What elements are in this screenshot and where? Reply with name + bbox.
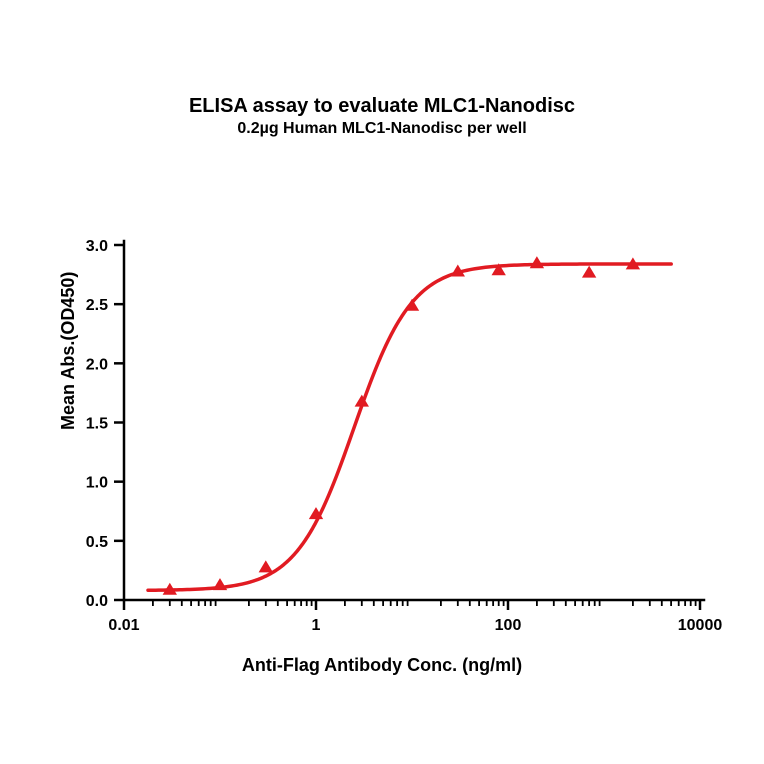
ticks: [114, 245, 700, 610]
svg-text:0.5: 0.5: [86, 534, 108, 551]
data-points: [164, 257, 640, 594]
chart-svg: 0.0 0.5 1.0 1.5 2.0 2.5 3.0 0.01 1 100 10000: [0, 0, 764, 764]
svg-text:0.0: 0.0: [86, 593, 108, 610]
svg-text:1.5: 1.5: [86, 416, 108, 433]
svg-text:10000: 10000: [678, 617, 723, 634]
svg-text:1.0: 1.0: [86, 475, 108, 492]
svg-text:2.5: 2.5: [86, 297, 108, 314]
svg-text:1: 1: [312, 617, 321, 634]
svg-text:100: 100: [495, 617, 522, 634]
tick-labels: 0.0 0.5 1.0 1.5 2.0 2.5 3.0 0.01 1 100 10000: [86, 238, 723, 634]
y-axis-label: Mean Abs.(OD450): [58, 272, 79, 430]
x-axis-label: Anti-Flag Antibody Conc. (ng/ml): [0, 655, 764, 676]
fit-curve: [148, 264, 671, 590]
axes: [124, 241, 704, 600]
svg-text:2.0: 2.0: [86, 356, 108, 373]
svg-text:0.01: 0.01: [108, 617, 139, 634]
chart-container: ELISA assay to evaluate MLC1-Nanodisc 0.…: [0, 0, 764, 764]
svg-text:3.0: 3.0: [86, 238, 108, 255]
